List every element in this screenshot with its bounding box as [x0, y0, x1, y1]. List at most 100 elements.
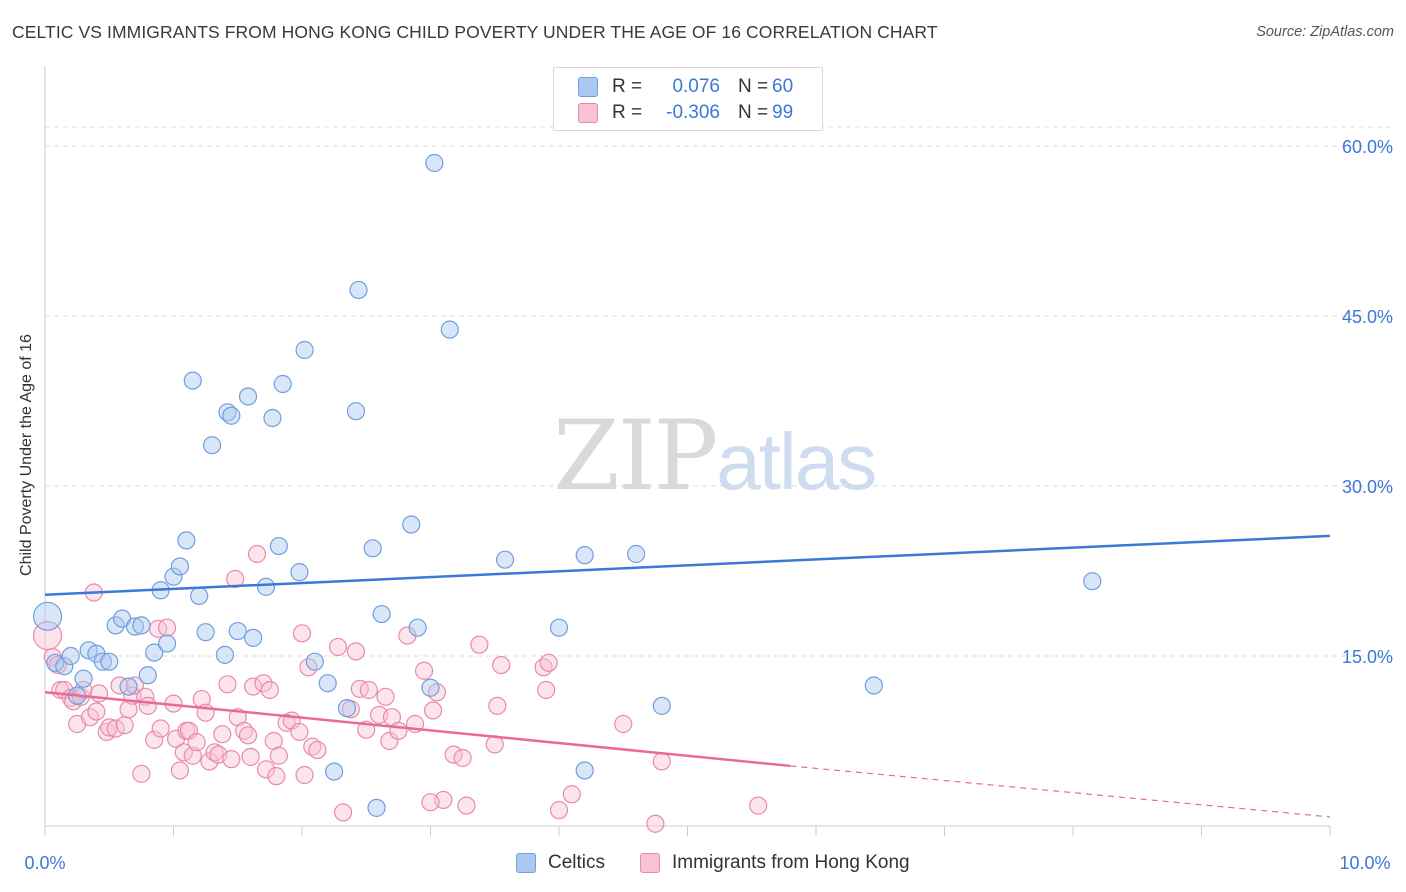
celtics-point	[402, 515, 421, 534]
celtics-point	[119, 677, 138, 696]
hongkong-trend-line	[44, 691, 791, 768]
hongkong-point	[200, 752, 219, 771]
hongkong-point	[423, 701, 443, 720]
hongkong-point	[187, 733, 206, 752]
stats-row-celtics: R = 0.076 N = 60	[578, 75, 793, 99]
celtics-point	[425, 153, 444, 173]
celtics-swatch	[578, 77, 598, 97]
celtics-point	[106, 616, 125, 635]
hongkong-point	[213, 725, 232, 744]
hongkong-point	[183, 746, 202, 765]
celtics-point	[349, 280, 368, 300]
hongkong-trend-extension	[790, 765, 1331, 818]
hongkong-point	[260, 680, 279, 700]
celtics-point	[408, 618, 427, 637]
hongkong-point	[414, 661, 434, 680]
celtics-point	[864, 676, 883, 695]
hongkong-point	[87, 702, 106, 721]
watermark: ZIPatlas	[553, 400, 877, 512]
source-label: Source: ZipAtlas.com	[1256, 24, 1394, 40]
hongkong-point	[453, 748, 472, 768]
celtics-point	[318, 674, 337, 693]
celtics-point	[325, 762, 344, 781]
celtics-point	[367, 798, 386, 817]
celtics-point	[93, 652, 112, 671]
hongkong-point	[380, 731, 399, 751]
hongkong-point	[539, 653, 558, 672]
hongkong-point	[457, 796, 476, 815]
celtics-point	[263, 408, 282, 428]
hongkong-point	[115, 716, 134, 735]
celtics-point	[125, 617, 145, 636]
celtics-point	[1083, 572, 1102, 591]
r-value: 0.076	[672, 76, 720, 97]
hongkong-point	[226, 569, 245, 589]
chart-title: CELTIC VS IMMIGRANTS FROM HONG KONG CHIL…	[12, 22, 938, 42]
legend-label-celtics: Celtics	[548, 852, 606, 873]
hongkong-point	[170, 761, 190, 780]
hongkong-point	[749, 796, 768, 815]
celtics-point	[132, 616, 151, 635]
hongkong-point	[492, 655, 511, 675]
hongkong-point	[157, 618, 177, 637]
hongkong-point	[100, 718, 119, 737]
hongkong-point	[48, 655, 67, 675]
hongkong-point	[254, 674, 273, 693]
celtics-point	[269, 536, 288, 556]
celtics-point	[145, 643, 164, 662]
hongkong-point	[328, 637, 348, 657]
celtics-point	[273, 374, 292, 394]
hongkong-point	[269, 746, 288, 765]
celtics-point	[157, 634, 177, 653]
hongkong-point	[256, 760, 276, 779]
celtics-point	[222, 406, 241, 425]
legend-label-hongkong: Immigrants from Hong Kong	[672, 852, 910, 873]
r-label: R =	[612, 102, 643, 123]
celtics-point	[238, 387, 258, 406]
hongkong-point	[346, 642, 366, 661]
y-tick-label: 45.0%	[1342, 307, 1393, 327]
celtics-point	[295, 340, 314, 360]
y-axis-title: Child Poverty Under the Age of 16	[18, 334, 35, 576]
legend-item-hongkong: Immigrants from Hong Kong	[640, 852, 910, 874]
hongkong-point	[138, 696, 157, 715]
celtics-point	[363, 539, 382, 558]
hongkong-point	[334, 803, 353, 822]
celtics-point	[228, 621, 247, 641]
hongkong-point	[247, 544, 267, 564]
hongkong-swatch	[578, 103, 598, 123]
hongkong-point	[308, 740, 327, 760]
stats-legend: R = 0.076 N = 60 R = -0.306 N = 99	[553, 67, 823, 131]
celtics-point	[190, 586, 209, 606]
hongkong-point	[376, 687, 395, 706]
hongkong-point	[238, 726, 258, 745]
celtics-legend-swatch	[516, 853, 536, 873]
hongkong-point	[488, 696, 507, 715]
hongkong-point	[241, 747, 260, 766]
celtics-point	[164, 567, 183, 586]
hongkong-point	[389, 721, 408, 740]
n-label: N =	[738, 76, 769, 97]
celtics-point	[177, 531, 196, 550]
hongkong-point	[292, 624, 312, 643]
celtics-point	[290, 563, 309, 582]
celtics-point	[32, 601, 63, 631]
hongkong-point	[652, 752, 671, 771]
celtics-point	[575, 761, 594, 780]
celtics-point	[337, 699, 357, 718]
watermark-atlas: atlas	[716, 417, 877, 506]
hongkong-point	[646, 814, 665, 833]
hongkong-legend-swatch	[640, 853, 660, 873]
celtics-point	[100, 652, 119, 671]
celtics-point	[575, 546, 594, 565]
celtics-point	[440, 320, 459, 339]
hongkong-point	[222, 750, 241, 769]
celtics-point	[138, 666, 157, 685]
hongkong-point	[549, 801, 569, 820]
x-tick-label: 0.0%	[24, 853, 65, 873]
celtics-point	[215, 645, 234, 664]
y-tick-label: 60.0%	[1342, 137, 1393, 157]
hongkong-point	[151, 719, 170, 738]
hongkong-point	[421, 793, 440, 812]
